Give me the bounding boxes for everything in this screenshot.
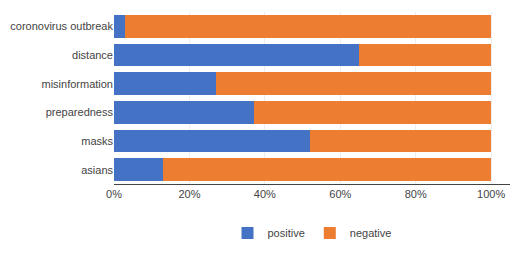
svg-text:distance: distance [72, 49, 113, 61]
svg-text:negative: negative [350, 227, 392, 239]
svg-text:20%: 20% [178, 188, 200, 200]
svg-text:positive: positive [268, 227, 305, 239]
svg-text:preparedness: preparedness [46, 106, 114, 118]
svg-text:100%: 100% [477, 188, 505, 200]
svg-text:asians: asians [81, 164, 113, 176]
svg-text:coronovirus outbreak: coronovirus outbreak [10, 20, 113, 32]
svg-text:0%: 0% [106, 188, 122, 200]
svg-text:masks: masks [81, 135, 113, 147]
svg-text:40%: 40% [254, 188, 276, 200]
svg-text:misinformation: misinformation [41, 78, 113, 90]
svg-text:60%: 60% [329, 188, 351, 200]
svg-text:80%: 80% [405, 188, 427, 200]
